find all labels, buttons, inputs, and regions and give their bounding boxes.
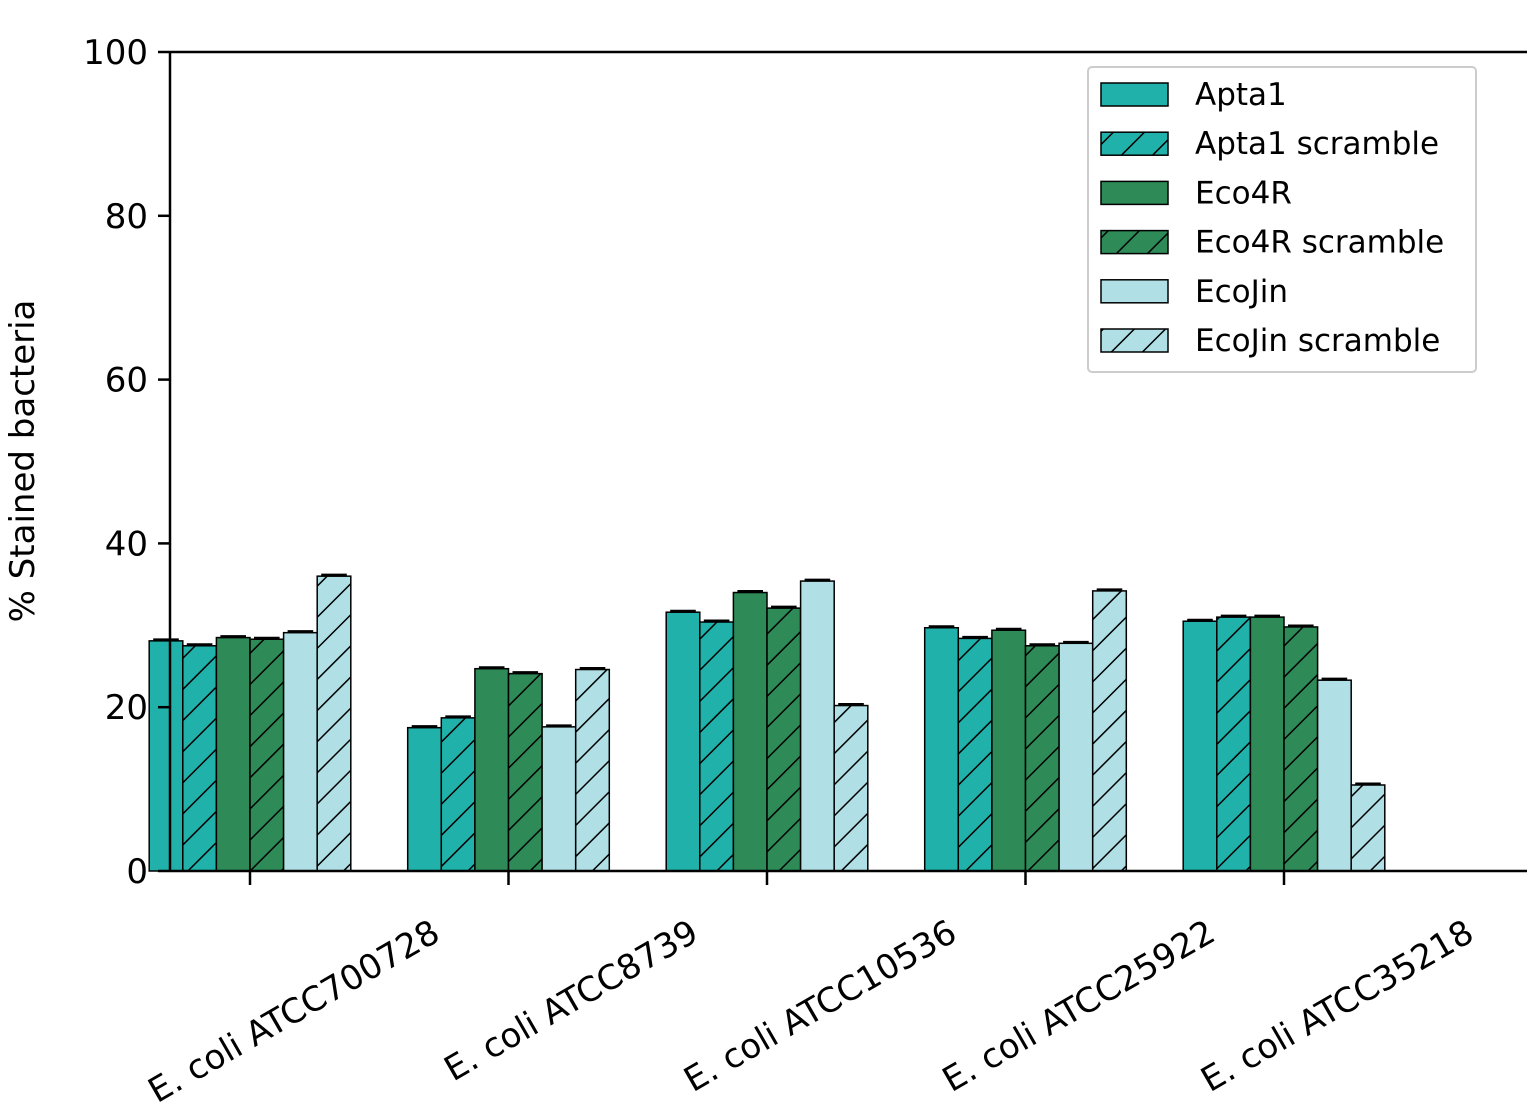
y-tick-label: 40 — [105, 524, 148, 564]
bar-hatch — [441, 717, 475, 871]
bar-hatch — [575, 669, 610, 871]
legend-swatch-outline — [1100, 279, 1169, 304]
bar — [1317, 680, 1352, 871]
x-tick-label: E. coli ATCC25922 — [936, 912, 1222, 1100]
bar-hatch — [958, 638, 992, 871]
y-tick-label: 80 — [105, 197, 148, 237]
bar-hatch — [1284, 626, 1318, 871]
bar — [407, 727, 442, 871]
axes-group — [168, 50, 1527, 873]
legend: Apta1 Apta1 scramble Eco4R Eco4R scramble Ec… — [1087, 66, 1477, 373]
bar — [149, 640, 183, 871]
legend-swatch-hatch — [1101, 230, 1168, 254]
y-tick-label: 60 — [105, 361, 148, 401]
legend-swatch-outline — [1100, 229, 1169, 255]
legend-box — [1087, 66, 1477, 373]
bar — [924, 627, 959, 871]
legend-swatch-outline — [1100, 131, 1169, 156]
bar-hatch — [508, 673, 543, 871]
bar-hatch — [317, 576, 351, 871]
legend-swatch-outline — [1100, 180, 1169, 206]
legend-label: Eco4R — [1195, 175, 1292, 211]
y-tick-label: 100 — [83, 33, 148, 73]
legend-label: Apta1 — [1195, 77, 1287, 113]
bar — [1250, 617, 1284, 871]
bar — [216, 637, 250, 871]
y-axis-label: % Stained bacteria — [3, 300, 43, 623]
bar — [733, 592, 767, 871]
legend-label: EcoJin — [1195, 274, 1288, 310]
y-axis-ticks: 0 20 40 60 80 100 — [83, 33, 170, 892]
bar-hatch — [1216, 617, 1251, 871]
legend-label: Apta1 scramble — [1195, 126, 1439, 162]
bar-hatch — [767, 608, 801, 871]
bar-hatch — [182, 645, 217, 871]
legend-swatch-hatch — [1101, 132, 1168, 156]
bar — [1183, 621, 1217, 871]
bar-hatch — [699, 622, 734, 871]
y-tick-label: 0 — [126, 852, 148, 892]
bar — [991, 630, 1026, 871]
legend-swatch — [1101, 279, 1168, 303]
bar-hatch — [1025, 645, 1060, 871]
x-tick-label: E. coli ATCC10536 — [677, 912, 963, 1100]
bar-hatch — [1092, 590, 1127, 871]
bar — [283, 632, 318, 871]
bar-hatch — [1351, 785, 1385, 871]
bar-hatch — [250, 639, 284, 871]
bar — [474, 668, 509, 871]
bar-hatch — [834, 705, 868, 871]
y-tick-label: 20 — [105, 688, 148, 728]
x-tick-label: E. coli ATCC700728 — [142, 912, 447, 1106]
legend-swatch-hatch — [1101, 329, 1168, 352]
legend-swatch-outline — [1100, 82, 1169, 107]
legend-swatch — [1101, 83, 1168, 106]
bar — [542, 726, 576, 871]
legend-label: EcoJin scramble — [1195, 323, 1440, 359]
legend-swatch — [1101, 181, 1168, 205]
x-tick-label: E. coli ATCC8739 — [438, 912, 705, 1089]
x-tick-label: E. coli ATCC35218 — [1194, 912, 1480, 1100]
bar — [1059, 643, 1093, 871]
bars-group — [148, 573, 1386, 872]
legend-label: Eco4R scramble — [1195, 225, 1444, 261]
bar — [666, 612, 700, 871]
legend-swatch-outline — [1100, 328, 1169, 353]
bar — [800, 581, 835, 871]
